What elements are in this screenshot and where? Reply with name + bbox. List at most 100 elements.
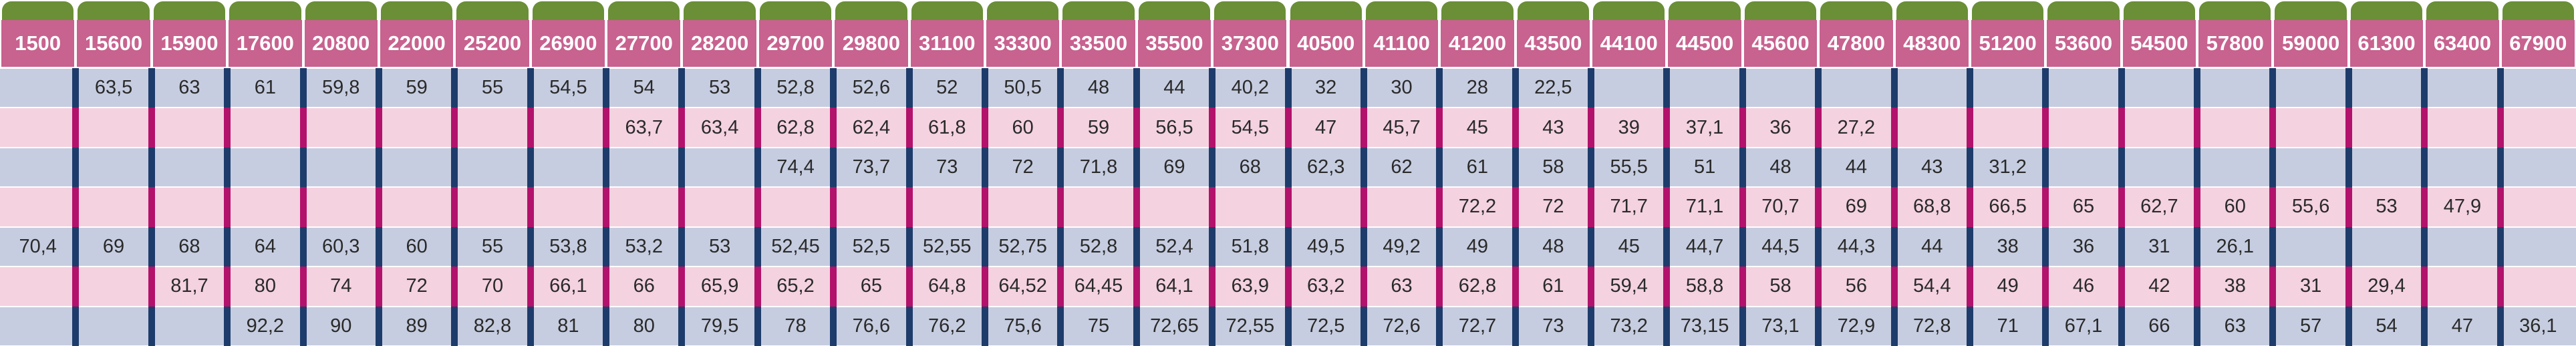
table-cell bbox=[76, 267, 152, 306]
table-cell: 54,5 bbox=[1212, 108, 1288, 147]
column-separator bbox=[1209, 108, 1216, 148]
table-cell: 71,1 bbox=[1667, 188, 1743, 226]
column-separator bbox=[1890, 306, 1898, 346]
column-separator bbox=[754, 306, 761, 346]
column-tab bbox=[532, 1, 605, 21]
column-separator bbox=[1815, 187, 1822, 227]
table-cell: 69 bbox=[1136, 148, 1213, 187]
column-separator bbox=[1284, 187, 1292, 227]
table-cell: 46 bbox=[2045, 267, 2122, 306]
column-separator bbox=[2042, 187, 2049, 227]
column-separator bbox=[1133, 267, 1140, 307]
table-cell: 72,7 bbox=[1439, 307, 1516, 345]
table-cell bbox=[1288, 188, 1364, 226]
table-cell bbox=[2348, 108, 2425, 147]
column-tab bbox=[1593, 1, 1665, 21]
table-cell: 47 bbox=[2424, 307, 2500, 345]
column-separator bbox=[905, 108, 913, 148]
column-separator bbox=[1436, 267, 1443, 307]
column-separator bbox=[1890, 68, 1898, 108]
column-separator bbox=[1360, 108, 1367, 148]
table-cell: 48 bbox=[1060, 69, 1137, 108]
column-separator bbox=[603, 147, 610, 188]
column-tab bbox=[608, 1, 680, 21]
column-separator bbox=[754, 108, 761, 148]
table-cell: 50,5 bbox=[984, 69, 1061, 108]
table-cell bbox=[151, 188, 228, 226]
column-separator bbox=[754, 226, 761, 267]
column-separator bbox=[148, 68, 155, 108]
column-separator bbox=[2345, 187, 2352, 227]
column-separator bbox=[299, 187, 307, 227]
column-separator bbox=[603, 68, 610, 108]
table-cell: 63,5 bbox=[76, 69, 152, 108]
column-separator bbox=[451, 306, 458, 346]
column-separator bbox=[1057, 147, 1064, 188]
table-cell: 65 bbox=[2045, 188, 2122, 226]
table-cell bbox=[2500, 188, 2576, 226]
table-cell: 22,5 bbox=[1515, 69, 1592, 108]
column-tab bbox=[380, 1, 453, 21]
table-cell: 42 bbox=[2121, 267, 2198, 306]
table-cell: 49,5 bbox=[1288, 227, 1364, 267]
column-header: 57800 bbox=[2198, 20, 2272, 67]
table-cell: 62 bbox=[1363, 148, 1440, 187]
table-cell: 60 bbox=[378, 227, 455, 267]
column-separator bbox=[1966, 306, 1973, 346]
table-cell: 81 bbox=[530, 307, 607, 345]
column-separator bbox=[1284, 226, 1292, 267]
column-separator bbox=[2421, 187, 2428, 227]
table-cell: 65,2 bbox=[757, 267, 834, 306]
table-cell: 52 bbox=[909, 69, 985, 108]
column-separator bbox=[224, 267, 231, 307]
table-cell: 63 bbox=[1363, 267, 1440, 306]
column-separator bbox=[2421, 306, 2428, 346]
table-cell: 62,4 bbox=[833, 108, 909, 147]
table-cell: 43 bbox=[1515, 108, 1592, 147]
column-separator bbox=[1057, 68, 1064, 108]
column-separator bbox=[2496, 147, 2504, 188]
column-separator bbox=[1284, 108, 1292, 148]
table-cell: 72,8 bbox=[1894, 307, 1970, 345]
table-cell: 63 bbox=[151, 69, 228, 108]
column-separator bbox=[451, 147, 458, 188]
column-separator bbox=[148, 187, 155, 227]
table-cell bbox=[1136, 188, 1213, 226]
table-cell: 64,45 bbox=[1060, 267, 1137, 306]
table-cell bbox=[2424, 108, 2500, 147]
column-separator bbox=[1133, 226, 1140, 267]
column-separator bbox=[830, 306, 837, 346]
column-separator bbox=[1815, 147, 1822, 188]
column-separator bbox=[1588, 226, 1595, 267]
column-separator bbox=[1512, 267, 1519, 307]
table-cell: 53 bbox=[682, 69, 758, 108]
column-separator bbox=[830, 147, 837, 188]
table-cell: 54,4 bbox=[1894, 267, 1970, 306]
table-cell bbox=[2121, 108, 2198, 147]
column-separator bbox=[375, 147, 382, 188]
column-separator bbox=[72, 108, 80, 148]
table-cell bbox=[1667, 69, 1743, 108]
column-separator bbox=[905, 147, 913, 188]
table-cell bbox=[151, 108, 228, 147]
table-cell: 55 bbox=[454, 69, 531, 108]
column-separator bbox=[1057, 187, 1064, 227]
table-cell: 58 bbox=[1515, 148, 1592, 187]
column-separator bbox=[1588, 306, 1595, 346]
table-cell bbox=[454, 148, 531, 187]
table-cell bbox=[454, 108, 531, 147]
column-separator bbox=[754, 187, 761, 227]
column-separator bbox=[2194, 147, 2201, 188]
table-cell: 72,65 bbox=[1136, 307, 1213, 345]
table-cell: 70,7 bbox=[1742, 188, 1819, 226]
table-cell: 72 bbox=[1515, 188, 1592, 226]
column-header: 48300 bbox=[1895, 20, 1969, 67]
table-cell: 59 bbox=[1060, 108, 1137, 147]
column-separator bbox=[2269, 306, 2277, 346]
table-cell bbox=[2273, 108, 2349, 147]
table-cell bbox=[682, 148, 758, 187]
column-separator bbox=[1588, 267, 1595, 307]
column-tab bbox=[1138, 1, 1211, 21]
column-separator bbox=[678, 306, 686, 346]
table-cell: 30 bbox=[1363, 69, 1440, 108]
